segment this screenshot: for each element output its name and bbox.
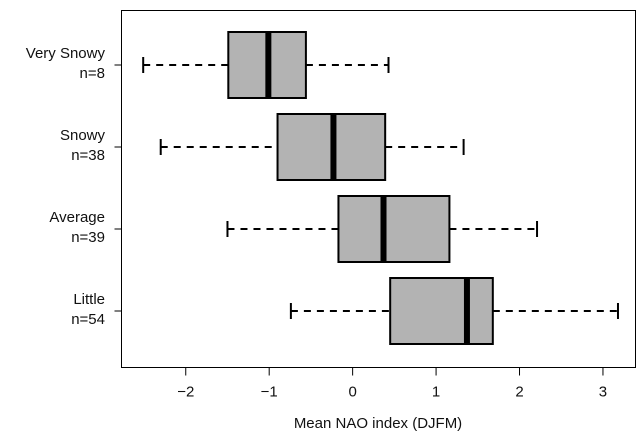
y-tick-label: Snowy [60, 127, 106, 144]
y-tick-label: Average [49, 209, 105, 226]
n-label: n=54 [71, 311, 105, 328]
x-axis-label: Mean NAO index (DJFM) [294, 415, 462, 432]
y-tick-label: Little [73, 291, 105, 308]
x-tick-label: 1 [432, 383, 440, 400]
x-tick-label: 2 [515, 383, 523, 400]
plot-frame [121, 10, 636, 368]
x-tick-label: 0 [348, 383, 356, 400]
box [337, 195, 451, 263]
x-tick-label: −2 [177, 383, 194, 400]
n-label: n=38 [71, 147, 105, 164]
box [389, 277, 494, 345]
x-tick-label: 3 [599, 383, 607, 400]
n-label: n=8 [80, 65, 105, 82]
n-label: n=39 [71, 229, 105, 246]
x-tick-label: −1 [261, 383, 278, 400]
y-tick-label: Very Snowy [26, 45, 106, 62]
